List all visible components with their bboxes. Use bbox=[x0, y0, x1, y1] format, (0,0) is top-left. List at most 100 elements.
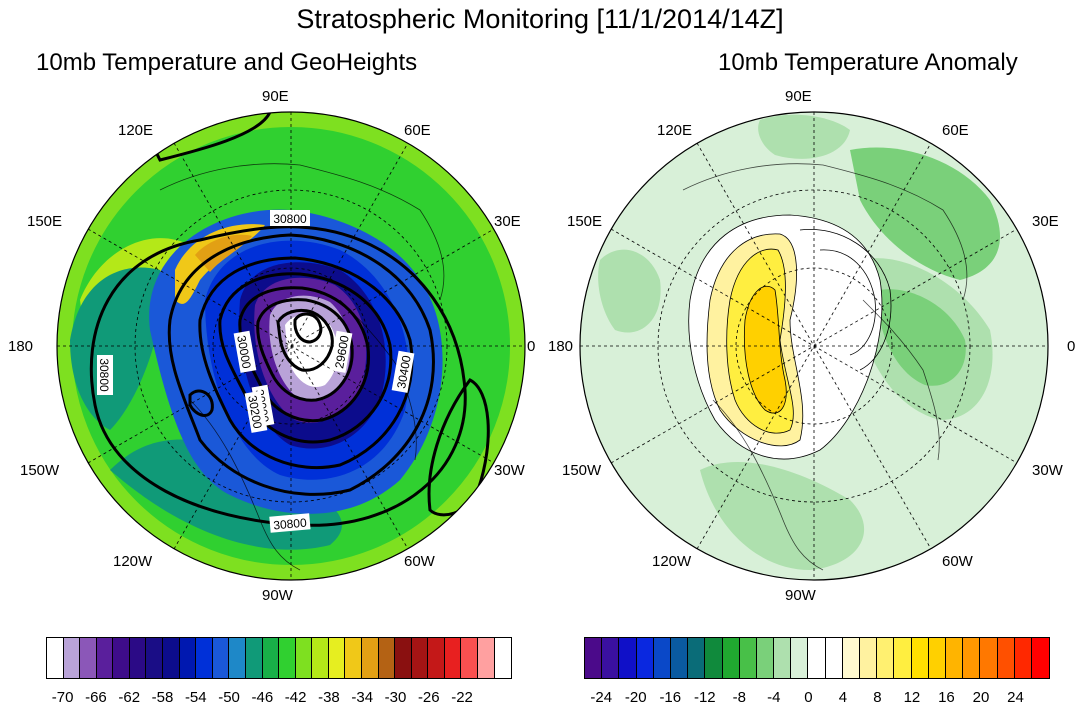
colorbar-swatch bbox=[808, 638, 826, 678]
colorbar-swatch bbox=[361, 638, 379, 678]
colorbar-tick-label: -50 bbox=[218, 689, 240, 706]
colorbar-tick-label: -12 bbox=[693, 689, 716, 706]
colorbar-tick-label: -24 bbox=[590, 689, 613, 706]
colorbar-swatch bbox=[911, 638, 929, 678]
colorbar-tick-label: -54 bbox=[184, 689, 207, 706]
warm-anomaly-core bbox=[744, 286, 787, 414]
colorbar-tick-label: -4 bbox=[767, 689, 781, 706]
colorbar-swatch bbox=[96, 638, 114, 678]
colorbar-swatch bbox=[619, 638, 637, 678]
colorbar-tick-label: 16 bbox=[938, 689, 955, 706]
colorbar-swatch bbox=[295, 638, 313, 678]
coastlines bbox=[682, 163, 968, 571]
contour-label: 30800 bbox=[273, 212, 307, 226]
colorbar-tick-label: -38 bbox=[318, 689, 340, 706]
lon-label-120w: 120W bbox=[113, 553, 153, 570]
colorbar-tick-label: -20 bbox=[624, 689, 647, 706]
lon-label-60w: 60W bbox=[404, 553, 435, 570]
lon-label-90w: 90W bbox=[785, 587, 816, 604]
colorbar-tick-label: 0 bbox=[804, 689, 813, 706]
colorbar-swatch bbox=[670, 638, 689, 678]
colorbar-swatch bbox=[212, 638, 230, 678]
lon-label-150w: 150W bbox=[20, 462, 60, 479]
colorbar-swatch bbox=[928, 638, 946, 678]
right-panel-title: 10mb Temperature Anomaly bbox=[718, 49, 1018, 76]
lon-label-60e: 60E bbox=[404, 122, 431, 139]
lon-label-180: 180 bbox=[8, 338, 34, 355]
colorbar-swatch bbox=[113, 638, 130, 678]
contour-label: 30400 bbox=[394, 354, 414, 390]
contour-label: 29600 bbox=[332, 334, 352, 370]
lon-label-90e: 90E bbox=[262, 88, 289, 105]
colorbar-tick-label: -30 bbox=[384, 689, 407, 706]
colorbar-swatch bbox=[739, 638, 757, 678]
colorbar-tick-label: 4 bbox=[838, 689, 848, 706]
graticule bbox=[57, 112, 525, 580]
colorbar-tick-label: 24 bbox=[1007, 689, 1024, 706]
lon-label-30w: 30W bbox=[494, 462, 525, 479]
colorbar-tick-label: 12 bbox=[903, 689, 921, 706]
green-anomaly-east-core bbox=[880, 289, 966, 386]
colorbar-swatch bbox=[997, 638, 1015, 678]
lon-label-30e: 30E bbox=[1032, 213, 1059, 230]
map-border bbox=[56, 111, 526, 581]
colorbar-tick-label: -46 bbox=[251, 689, 274, 706]
colorbar-swatch bbox=[279, 638, 296, 678]
colorbar-tick-label: -26 bbox=[417, 689, 440, 706]
colorbar-swatch bbox=[860, 638, 878, 678]
colorbar-swatch bbox=[494, 638, 512, 678]
lon-label-0: 0 bbox=[1067, 338, 1076, 355]
colorbar-swatch bbox=[585, 638, 603, 678]
colorbar-swatch bbox=[262, 638, 280, 678]
colorbar-tick-label: -66 bbox=[85, 689, 107, 706]
green-anomaly-west bbox=[598, 249, 661, 333]
lon-label-120w: 120W bbox=[652, 553, 692, 570]
lon-label-150w: 150W bbox=[562, 462, 602, 479]
contour-labels: 30800 30000 30400 30800 30800 30000 2960… bbox=[97, 210, 415, 533]
colorbar-swatch bbox=[80, 638, 97, 678]
colorbar-tick-label: -8 bbox=[732, 689, 746, 706]
colorbar-swatch bbox=[774, 638, 792, 678]
colorbar-swatch bbox=[461, 638, 479, 678]
colorbar-tick-label: -16 bbox=[659, 689, 682, 706]
colorbar-swatch bbox=[1031, 638, 1050, 678]
colorbar-swatch bbox=[653, 638, 671, 678]
colorbar-swatch bbox=[163, 638, 180, 678]
lon-label-150e: 150E bbox=[567, 213, 603, 230]
map-border bbox=[579, 111, 1049, 581]
colorbar-swatch bbox=[825, 638, 843, 678]
colorbar-swatch bbox=[47, 638, 64, 678]
lon-label-120e: 120E bbox=[657, 122, 693, 139]
lon-label-0: 0 bbox=[527, 338, 536, 355]
colorbar-swatch bbox=[963, 638, 981, 678]
colorbar-swatch bbox=[444, 638, 462, 678]
green-anomaly-south bbox=[700, 461, 865, 570]
lon-label-30w: 30W bbox=[1032, 462, 1063, 479]
colorbar-tick-label: 20 bbox=[972, 689, 990, 706]
colorbar-swatch bbox=[478, 638, 495, 678]
colorbar-swatch bbox=[245, 638, 263, 678]
colorbar-tick-label: -42 bbox=[284, 689, 307, 706]
temperature-geoheight-map: 30800 30000 30400 30800 30800 30000 2960… bbox=[56, 111, 526, 581]
colorbar-swatch bbox=[705, 638, 723, 678]
lon-label-180: 180 bbox=[548, 338, 574, 355]
colorbar-tick-label: -62 bbox=[118, 689, 141, 706]
anomaly-colorbar bbox=[584, 637, 1050, 679]
contour-label: 30200 bbox=[245, 394, 265, 430]
colorbar-swatch bbox=[980, 638, 998, 678]
colorbar-tick-label: -34 bbox=[351, 689, 374, 706]
colorbar-swatch bbox=[877, 638, 895, 678]
colorbar-swatch bbox=[688, 638, 706, 678]
colorbar-swatch bbox=[395, 638, 412, 678]
colorbar-swatch bbox=[196, 638, 213, 678]
graticule bbox=[580, 112, 1048, 580]
colorbar-swatch bbox=[602, 638, 620, 678]
colorbar-tick-label: -70 bbox=[51, 689, 74, 706]
lon-label-90e: 90E bbox=[785, 88, 812, 105]
colorbar-tick-label: 8 bbox=[873, 689, 882, 706]
colorbar-tick-label: -22 bbox=[451, 689, 473, 706]
colorbar-swatch bbox=[345, 638, 362, 678]
colorbar-swatch bbox=[146, 638, 164, 678]
colorbar-swatch bbox=[791, 638, 809, 678]
